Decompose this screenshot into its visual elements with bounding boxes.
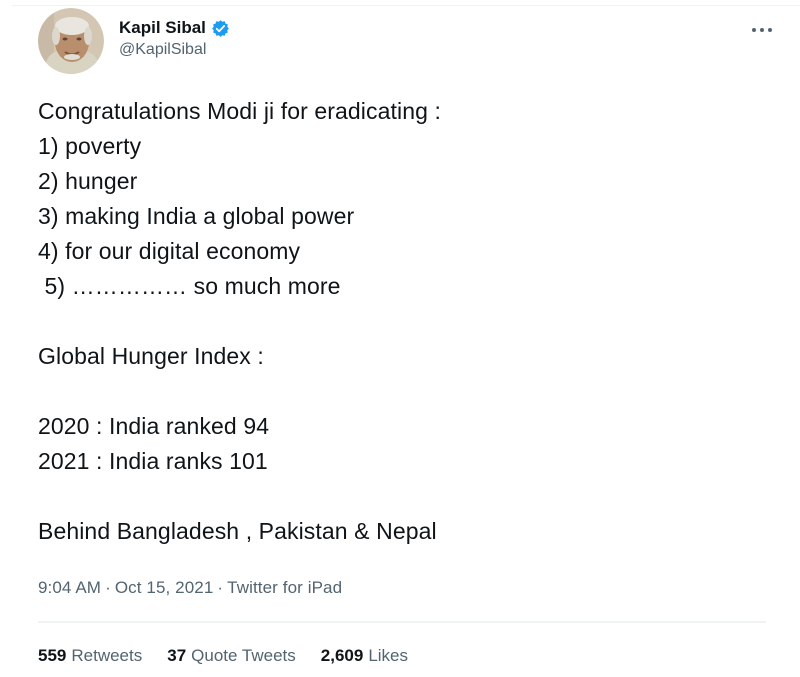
likes-count: 2,609 [320,646,364,665]
tweet-header: Kapil Sibal @KapilSibal [38,8,230,74]
avatar[interactable] [38,8,104,74]
likes-link[interactable]: 2,609 Likes [321,645,408,666]
quote-tweets-link[interactable]: 37 Quote Tweets [167,645,296,666]
separator-dot: · [105,578,111,597]
timestamp-row: 9:04 AM · Oct 15, 2021 · Twitter for iPad [38,578,342,598]
user-handle[interactable]: @KapilSibal [119,41,207,58]
profile-photo [38,8,104,74]
name-block: Kapil Sibal @KapilSibal [119,8,230,60]
more-options-button[interactable] [748,20,776,40]
retweets-link[interactable]: 559 Retweets [38,645,142,666]
top-divider [12,5,800,6]
name-row: Kapil Sibal [119,18,230,38]
more-options-icon [752,28,772,32]
verified-badge-icon [211,19,230,38]
quote-tweets-label: Quote Tweets [191,646,296,665]
likes-label: Likes [368,646,408,665]
display-name[interactable]: Kapil Sibal [119,18,206,37]
retweets-count: 559 [38,646,67,665]
separator-dot: · [217,578,224,597]
tweet-text: Congratulations Modi ji for eradicating … [38,98,441,544]
tweet-date[interactable]: Oct 15, 2021 [114,578,214,597]
tweet-source-link[interactable]: Twitter for iPad [227,578,343,597]
stats-divider [38,621,766,623]
stats-row: 559 Retweets 37 Quote Tweets 2,609 Likes [38,645,408,666]
retweets-label: Retweets [71,646,143,665]
quote-tweets-count: 37 [167,646,187,665]
tweet-time[interactable]: 9:04 AM [38,578,102,597]
